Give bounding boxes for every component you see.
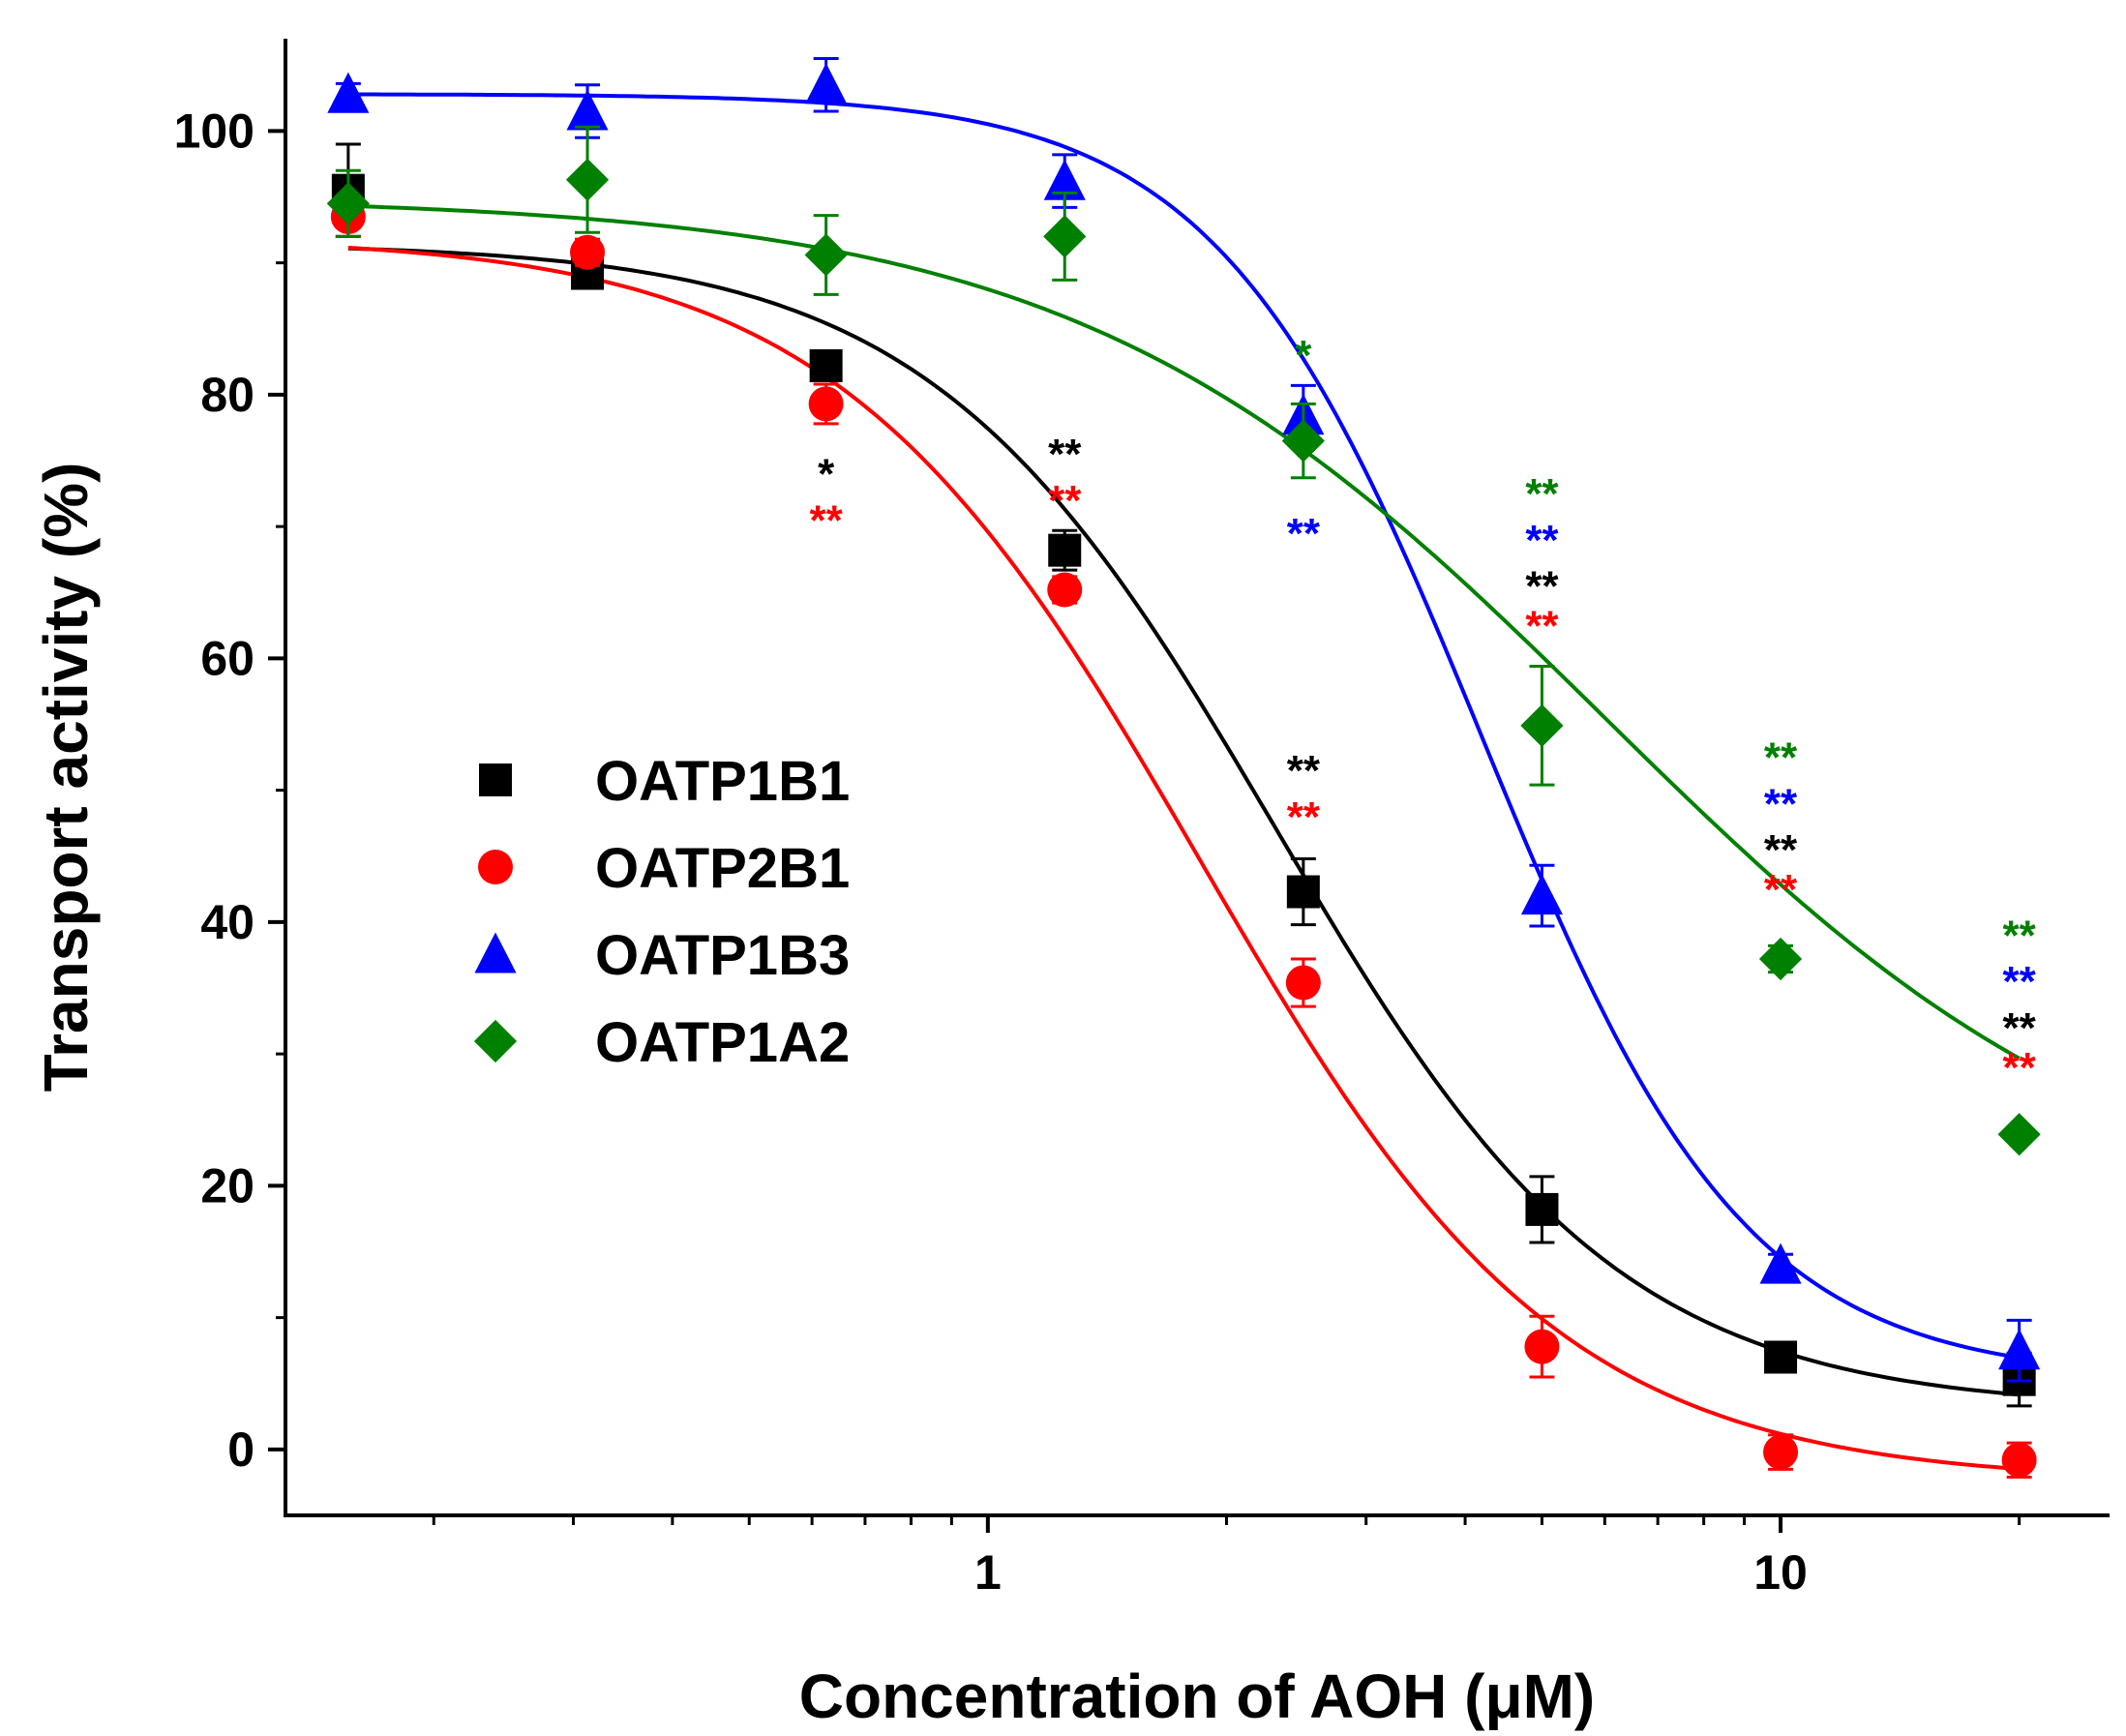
x-axis-title: Concentration of AOH (μM) [799,1661,1595,1731]
data-point-oatp1a2 [1997,1113,2041,1156]
significance-mark: ** [1287,510,1321,557]
data-point-oatp1b3 [327,72,370,113]
y-tick-label: 100 [174,104,255,158]
legend-marker-oatp1b3 [474,932,517,973]
fit-curve-oatp1a2 [347,203,2021,1061]
data-point-oatp2b1 [2001,1442,2037,1478]
data-point-oatp1b1 [1764,1340,1798,1374]
data-point-oatp1b3 [805,63,848,105]
data-point-oatp1b1 [1048,533,1082,567]
data-point-oatp1a2 [1520,703,1564,747]
significance-mark: ** [1287,747,1321,794]
significance-mark: ** [1764,866,1798,913]
y-tick-label: 80 [200,368,255,422]
data-point-oatp2b1 [570,234,606,270]
y-tick-label: 0 [227,1422,255,1477]
significance-mark: ** [1764,780,1798,827]
significance-mark: ** [1048,431,1082,478]
significance-annotations: ************************************** [810,332,2037,1092]
significance-mark: ** [2003,958,2037,1005]
data-point-oatp2b1 [1763,1434,1799,1470]
data-point-oatp2b1 [1047,572,1083,608]
significance-mark: ** [2003,1004,2037,1052]
legend-label: OATP2B1 [595,837,850,900]
data-point-oatp1b1 [1525,1192,1559,1226]
data-point-oatp1b3 [1998,1329,2041,1370]
significance-mark: ** [1764,826,1798,874]
data-point-oatp1b3 [1043,159,1086,200]
y-tick-label: 20 [200,1158,255,1212]
data-point-oatp1b1 [809,348,843,382]
data-point-oatp1b3 [1759,1242,1802,1284]
legend: OATP1B1 OATP2B1 OATP1B3 OATP1A2 [473,750,850,1074]
significance-mark: ** [1525,517,1559,564]
data-point-oatp1a2 [1758,937,1803,981]
significance-mark: ** [1525,602,1559,649]
significance-mark: * [818,451,835,498]
x-tick-label: 10 [1753,1545,1808,1600]
data-point-oatp1a2 [565,158,610,201]
legend-marker-oatp2b1 [478,850,513,884]
significance-mark: * [1295,332,1312,379]
axis-ticks: 0 20 40 60 80 100 1 10 [174,104,2021,1600]
data-point-oatp2b1 [1285,965,1321,1001]
data-point-oatp2b1 [1524,1329,1560,1364]
fit-curve-oatp1b1 [347,246,2020,1397]
data-point-oatp2b1 [808,386,844,422]
legend-marker-oatp1b1 [479,763,512,796]
legend-label: OATP1B1 [595,750,850,813]
fit-curve-oatp2b1 [347,246,2020,1472]
y-tick-label: 40 [200,895,255,949]
legend-marker-oatp1a2 [473,1019,518,1063]
legend-label: OATP1A2 [595,1011,850,1074]
significance-mark: ** [810,496,844,544]
data-point-oatp1b3 [566,89,609,131]
significance-mark: ** [1048,477,1082,524]
significance-mark: ** [2003,1044,2037,1092]
data-point-oatp1b3 [1520,874,1564,915]
legend-label: OATP1B3 [595,924,850,987]
data-point-oatp1b1 [1286,875,1320,909]
significance-mark: ** [1764,734,1798,782]
significance-mark: ** [1287,793,1321,841]
data-point-oatp1a2 [804,233,848,277]
data-point-oatp1a2 [326,182,370,225]
y-axis-title: Transport activity (%) [31,463,101,1092]
significance-mark: ** [1525,562,1559,610]
data-point-oatp1a2 [1281,419,1325,463]
y-tick-label: 60 [200,631,255,685]
significance-mark: ** [1525,470,1559,518]
data-points [326,56,2041,1479]
x-tick-label: 1 [974,1545,1002,1600]
axes [284,39,2110,1517]
fit-curve-oatp1b3 [347,92,2021,1361]
significance-mark: ** [2003,913,2037,960]
data-point-oatp1a2 [1043,215,1087,258]
fit-curves [347,92,2021,1472]
